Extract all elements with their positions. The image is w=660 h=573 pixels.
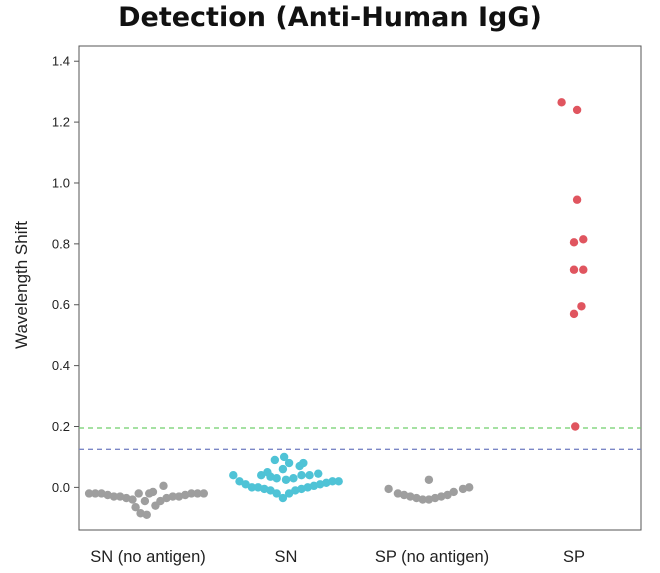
y-tick-label: 0.6 — [52, 297, 70, 312]
data-point — [91, 489, 100, 498]
data-point — [572, 105, 582, 115]
chart-title: Detection (Anti-Human IgG) — [118, 2, 542, 33]
data-point — [557, 98, 566, 107]
data-point — [299, 458, 308, 468]
data-point — [284, 489, 294, 498]
data-point — [449, 487, 458, 497]
data-point — [572, 195, 582, 204]
data-point — [328, 477, 337, 486]
data-point — [229, 471, 238, 480]
data-point — [272, 474, 281, 483]
y-tick-label: 0.0 — [52, 480, 70, 495]
data-point — [235, 477, 244, 486]
y-axis-ticks: 0.0 0.2 0.4 0.6 0.8 1.0 1.2 1.4 — [52, 54, 79, 495]
data-point — [418, 495, 427, 504]
data-point — [281, 475, 291, 484]
plot-frame — [78, 45, 642, 531]
data-point — [424, 475, 434, 484]
data-point — [270, 455, 280, 465]
data-point — [279, 452, 289, 462]
data-point — [569, 309, 579, 319]
data-point — [297, 471, 306, 480]
data-point — [257, 471, 266, 480]
data-point — [263, 467, 272, 477]
data-point — [569, 238, 579, 247]
x-tick-label: SN (no antigen) — [90, 548, 206, 566]
data-point — [142, 510, 151, 519]
data-point — [577, 302, 586, 311]
data-point — [168, 492, 177, 501]
data-point — [199, 489, 208, 498]
data-point — [278, 493, 288, 503]
data-point — [241, 480, 250, 489]
data-point — [278, 464, 288, 474]
data-point — [187, 489, 196, 498]
data-point — [571, 422, 580, 431]
data-point — [140, 496, 150, 506]
data-point — [314, 469, 323, 478]
data-point — [156, 496, 165, 506]
y-tick-label: 1.4 — [52, 54, 70, 69]
data-point — [148, 487, 158, 497]
data-point — [266, 486, 275, 495]
data-point — [579, 265, 588, 274]
y-tick-label: 0.8 — [52, 236, 70, 251]
y-tick-label: 1.0 — [52, 175, 70, 190]
data-point — [134, 489, 143, 498]
data-point — [128, 495, 137, 504]
reference-lines — [79, 427, 641, 450]
data-point — [159, 481, 168, 491]
data-point — [289, 474, 298, 483]
data-point — [131, 502, 140, 512]
data-point — [305, 471, 314, 480]
y-tick-label: 0.2 — [52, 419, 70, 434]
data-point — [284, 458, 294, 468]
data-point — [384, 484, 393, 494]
data-points — [84, 98, 588, 519]
y-tick-label: 0.4 — [52, 358, 70, 373]
data-point — [334, 477, 343, 486]
data-point — [193, 489, 202, 498]
x-tick-label: SN — [275, 548, 298, 566]
data-point — [569, 265, 579, 274]
data-point — [84, 489, 94, 498]
data-point — [272, 489, 281, 498]
data-point — [109, 492, 119, 501]
x-tick-label: SP — [563, 548, 585, 566]
data-point — [443, 490, 452, 500]
x-tick-label: SP (no antigen) — [375, 548, 489, 566]
data-point — [579, 235, 588, 244]
x-axis-ticks: SN (no antigen) SN SP (no antigen) SP — [90, 548, 585, 566]
data-point — [247, 483, 257, 492]
data-point — [465, 483, 474, 492]
y-tick-label: 1.2 — [52, 115, 70, 130]
